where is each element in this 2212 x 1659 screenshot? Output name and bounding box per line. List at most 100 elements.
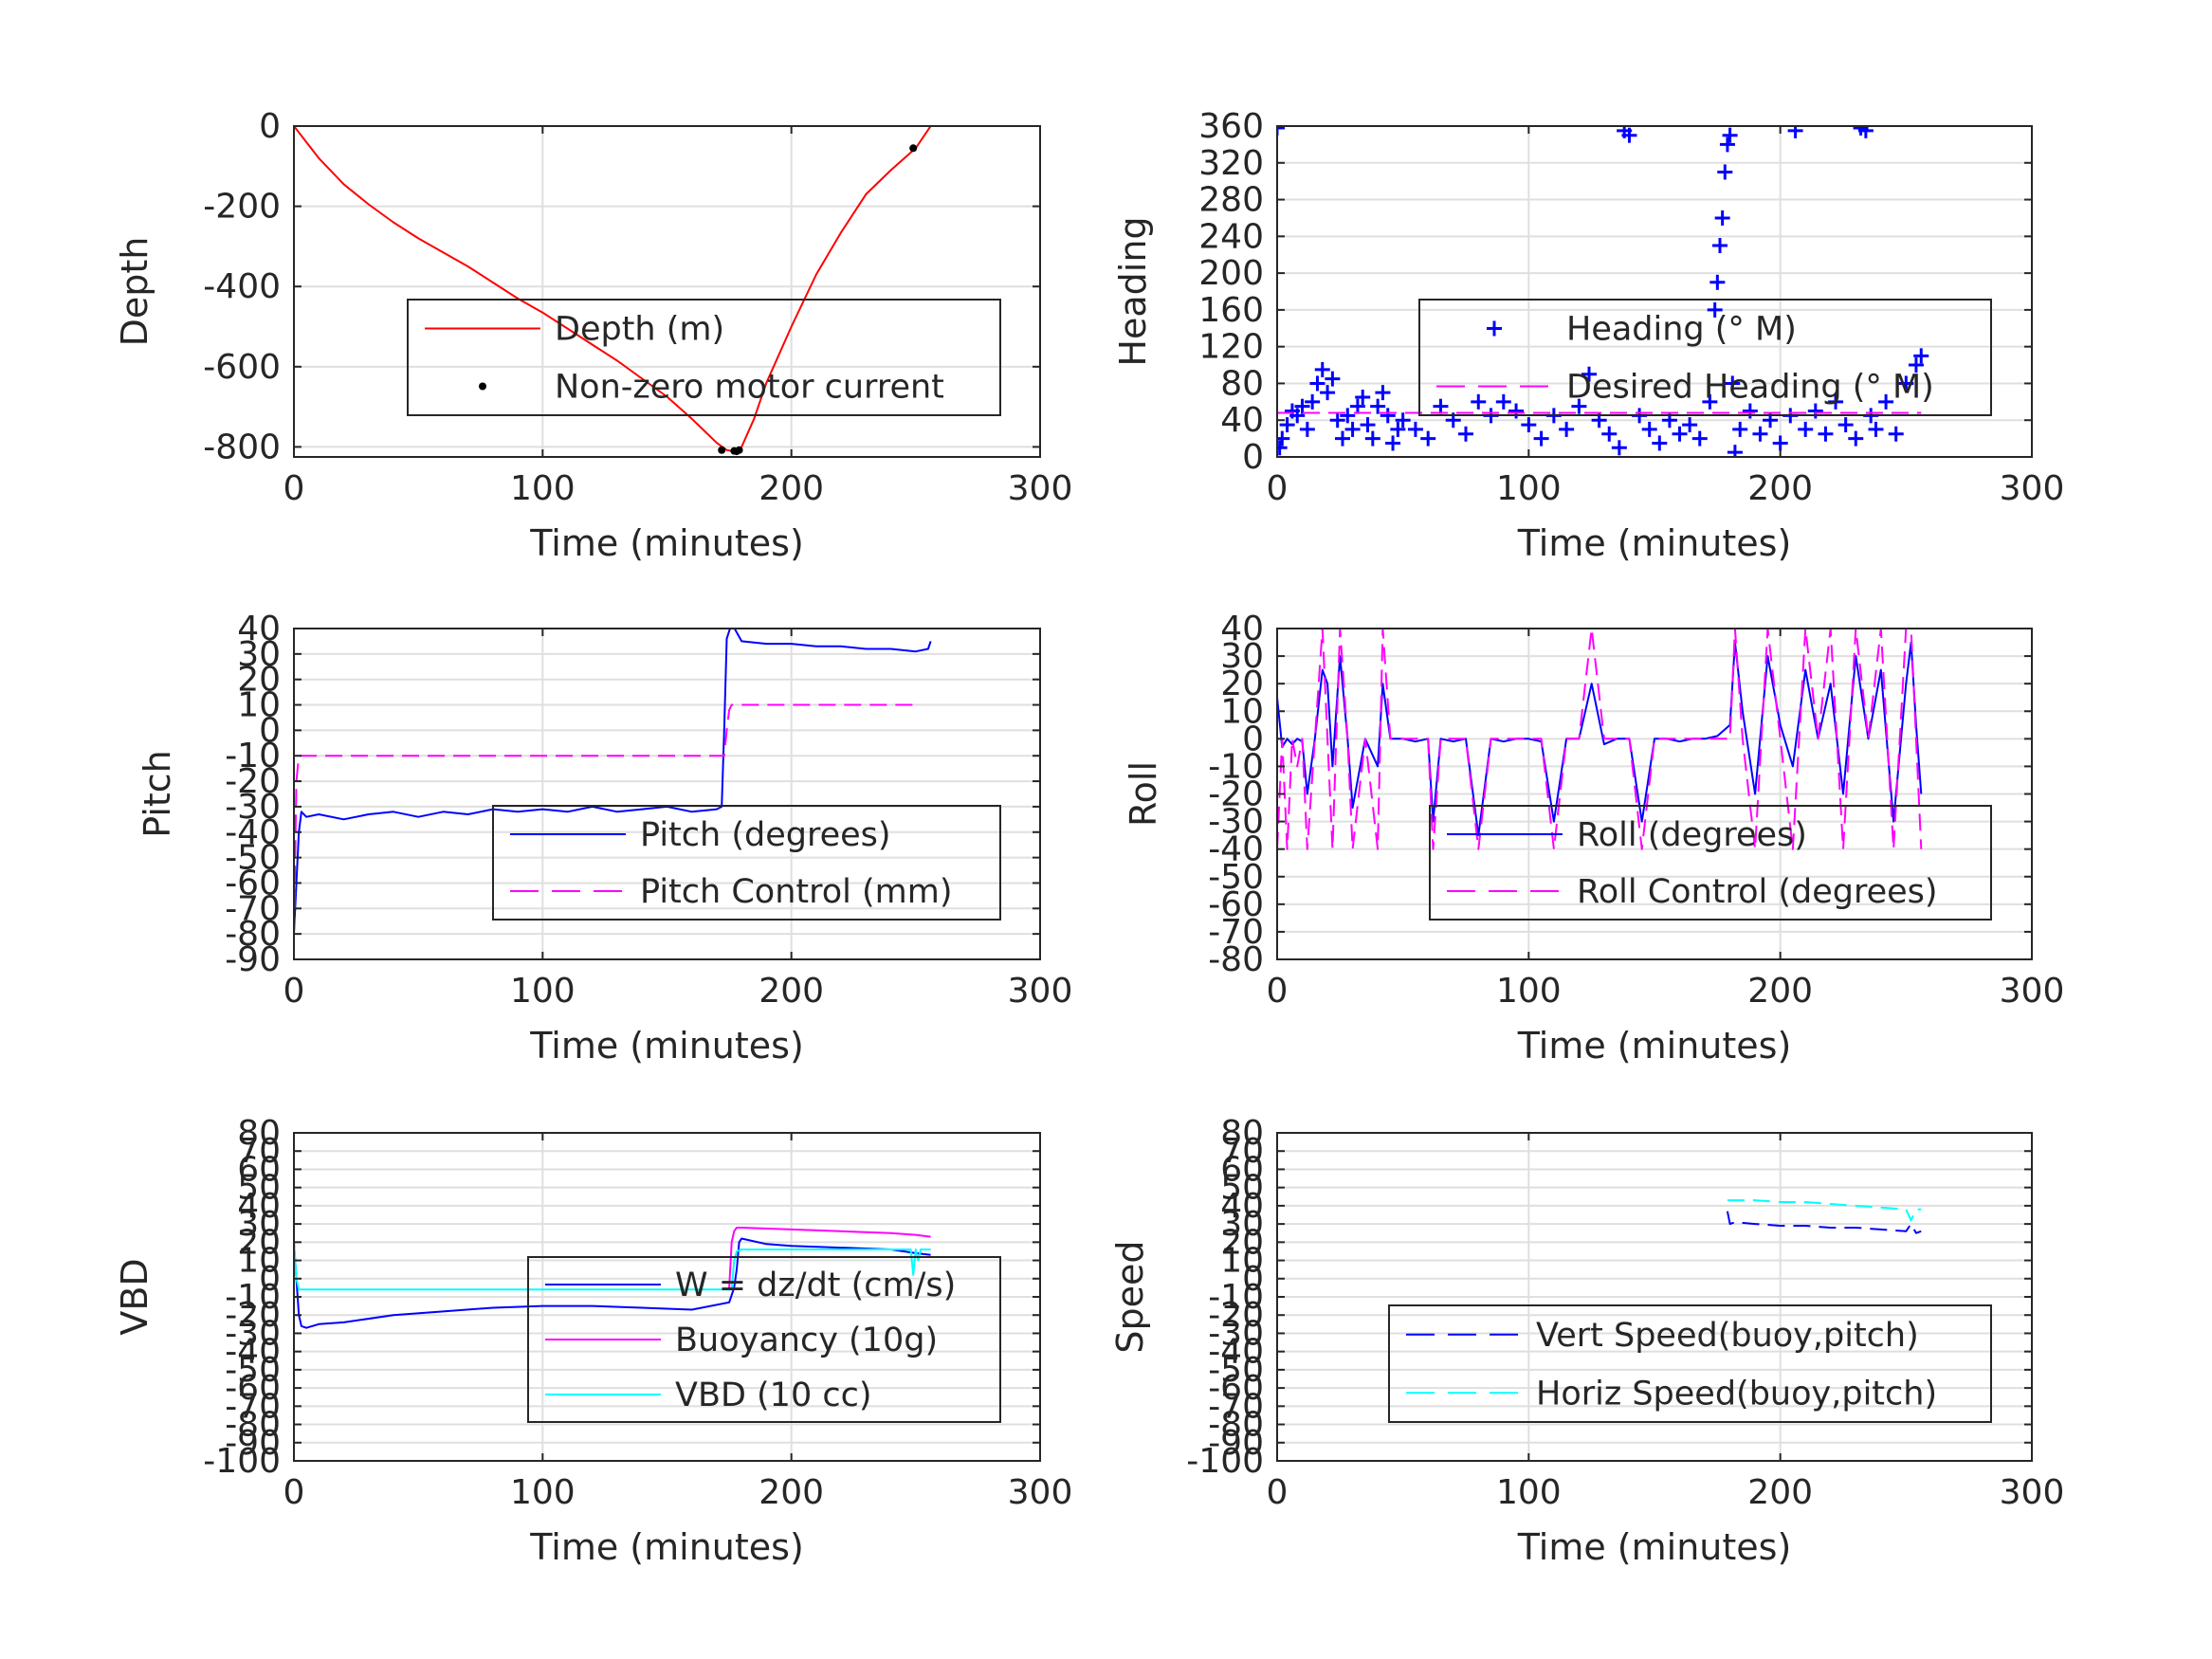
- y-tick-label: 60: [1220, 1150, 1264, 1189]
- y-tick-label: -10: [225, 737, 281, 775]
- x-tick-label: 100: [510, 1473, 576, 1512]
- y-tick-label: 40: [237, 1187, 281, 1226]
- y-tick-label: 70: [1220, 1132, 1264, 1171]
- data-point: [1641, 421, 1657, 437]
- x-axis-label: Time (minutes): [529, 1025, 804, 1066]
- data-point: [1772, 435, 1788, 451]
- y-tick-label: 0: [259, 1260, 281, 1299]
- legend-label: Depth (m): [555, 311, 724, 349]
- y-tick-label: -30: [225, 1314, 281, 1353]
- data-point: [1277, 440, 1288, 456]
- y-tick-label: 30: [1220, 637, 1264, 676]
- series-line-2: [728, 1227, 931, 1288]
- x-tick-label: 200: [759, 469, 824, 508]
- legend-swatch: [1487, 320, 1502, 337]
- data-point: [1611, 440, 1627, 456]
- y-tick-label: 20: [1220, 1223, 1264, 1262]
- data-point: [1878, 393, 1894, 410]
- legend-entry: Pitch Control (mm): [510, 873, 952, 911]
- y-tick-label: -600: [203, 348, 281, 387]
- y-tick-label: 80: [1220, 364, 1264, 403]
- y-tick-label: -20: [1208, 1296, 1264, 1335]
- data-point: [1719, 137, 1735, 153]
- y-tick-label: -80: [225, 1406, 281, 1445]
- y-tick-label: 0: [1242, 720, 1264, 758]
- y-tick-label: 280: [1198, 181, 1264, 220]
- data-point: [1581, 366, 1598, 382]
- y-tick-label: -20: [1208, 775, 1264, 814]
- legend: Roll (degrees) Roll Control (degrees): [1429, 805, 1992, 921]
- legend-label: Pitch Control (mm): [640, 873, 952, 911]
- data-point: [1334, 430, 1350, 447]
- data-point: [1707, 301, 1723, 318]
- data-point: [1320, 385, 1336, 401]
- data-point: [1471, 393, 1487, 410]
- data-point: [1848, 430, 1864, 447]
- data-point: [1375, 385, 1391, 401]
- series-line-1: [294, 126, 932, 453]
- y-axis-label: Roll: [1123, 761, 1164, 827]
- data-point: [1521, 417, 1537, 433]
- series-group: [294, 1227, 931, 1329]
- series-line-3: [294, 1242, 931, 1291]
- y-tick-label: 60: [237, 1150, 281, 1189]
- data-point: [1888, 426, 1904, 442]
- legend-label: Pitch (degrees): [640, 816, 891, 854]
- data-point: [1305, 393, 1321, 410]
- data-point: [1711, 238, 1728, 254]
- y-tick-label: 20: [1220, 665, 1264, 703]
- data-point: [1898, 375, 1914, 392]
- plot-area: [294, 629, 1040, 959]
- x-axis-label: Time (minutes): [1517, 1526, 1792, 1568]
- legend-swatch: [479, 382, 486, 391]
- chart-panel-1: 0 100 200 300 -800 -600 -400 -200 0 Time (minutes…: [114, 107, 1072, 564]
- y-tick-label: -50: [225, 839, 281, 878]
- x-axis-label: Time (minutes): [1517, 522, 1792, 564]
- y-tick-label: 40: [1220, 401, 1264, 440]
- y-tick-label: -40: [225, 813, 281, 852]
- axes-box: [293, 125, 1041, 458]
- y-tick-label: -90: [1208, 1424, 1264, 1463]
- y-tick-label: 200: [1198, 254, 1264, 293]
- y-tick-label: -40: [225, 1333, 281, 1372]
- y-tick-label: 30: [1220, 1205, 1264, 1244]
- y-tick-label: -60: [225, 1369, 281, 1408]
- y-tick-label: -70: [1208, 1387, 1264, 1426]
- legend-entry: Buoyancy (10g): [545, 1322, 938, 1359]
- y-tick-label: 0: [259, 107, 281, 146]
- data-point: [1340, 408, 1356, 424]
- x-tick-label: 100: [1496, 469, 1562, 508]
- legend-label: Roll Control (degrees): [1577, 873, 1938, 911]
- data-point: [1682, 417, 1698, 433]
- y-tick-label: 20: [237, 1223, 281, 1262]
- y-tick-label: -90: [225, 940, 281, 979]
- data-point: [1818, 426, 1834, 442]
- data-point: [1621, 127, 1637, 143]
- y-tick-label: -20: [225, 762, 281, 801]
- series-line-2: [294, 703, 916, 935]
- data-point: [1390, 421, 1406, 437]
- data-point: [1702, 393, 1718, 410]
- data-point: [1571, 398, 1587, 414]
- y-tick-label: -50: [1208, 858, 1264, 897]
- data-point: [1828, 393, 1844, 410]
- chart-panel-5: 0 100 200 300-100-90-80-70-60-50-40-30-20-1…: [114, 1114, 1072, 1568]
- axes: [1276, 125, 2033, 458]
- x-tick-label: 0: [1267, 469, 1289, 508]
- x-tick-label: 0: [283, 469, 305, 508]
- plot-area: [1277, 126, 2032, 457]
- x-tick-label: 300: [1008, 972, 1073, 1011]
- legend-box: [492, 805, 1001, 921]
- legend-label: Desired Heading (° M): [1566, 369, 1934, 407]
- data-point: [1329, 412, 1345, 428]
- y-tick-label: 50: [1220, 1169, 1264, 1208]
- data-point: [1495, 393, 1511, 410]
- y-tick-label: 0: [1242, 438, 1264, 477]
- legend-label: Vert Speed(buoy,pitch): [1536, 1317, 1919, 1355]
- x-tick-label: 0: [283, 972, 305, 1011]
- series-line-1: [294, 1237, 931, 1329]
- data-point: [1407, 421, 1423, 437]
- y-tick-label: 10: [237, 686, 281, 725]
- data-point: [1752, 426, 1768, 442]
- y-tick-label: 50: [237, 1169, 281, 1208]
